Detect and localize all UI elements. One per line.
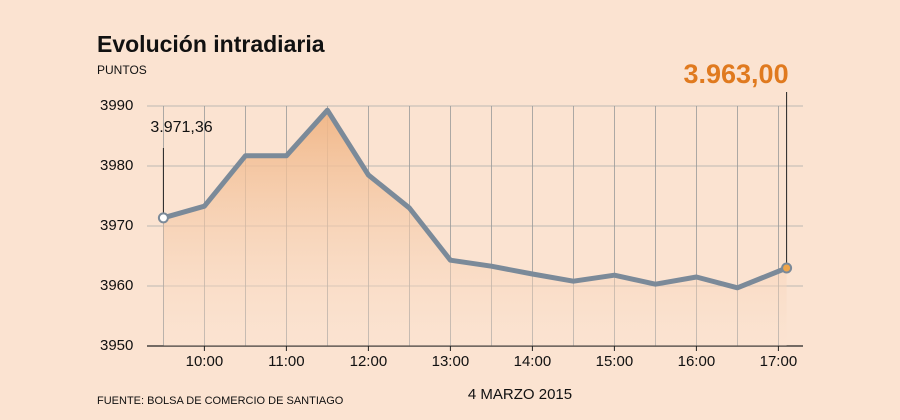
point — [781, 262, 793, 274]
subtitle: PUNTOS — [97, 63, 147, 77]
area — [163, 110, 787, 346]
y-tick-label: 3950 — [100, 337, 133, 354]
x-tick-label: 16:00 — [678, 353, 716, 370]
source: FUENTE: BOLSA DE COMERCIO DE SANTIAGO — [97, 395, 344, 407]
value-label: 3.971,36 — [150, 119, 212, 136]
x-tick-label: 15:00 — [596, 353, 634, 370]
y-tick-label: 3980 — [100, 157, 133, 174]
chart-title: Evolución intradiaria — [97, 31, 325, 57]
y-tick-label: 3970 — [100, 217, 133, 234]
x-tick-label: 17:00 — [760, 353, 798, 370]
x-tick-label: 13:00 — [432, 353, 470, 370]
y-tick-label: 3960 — [100, 277, 133, 294]
x-tick-label: 10:00 — [186, 353, 224, 370]
x-axis-label: 4 MARZO 2015 — [468, 386, 572, 403]
x-tick-label: 14:00 — [514, 353, 552, 370]
x-tick-label: 11:00 — [268, 353, 304, 370]
line — [162, 107, 788, 291]
point — [157, 212, 169, 224]
y-tick-label: 3990 — [100, 97, 133, 114]
value-label: 3.963,00 — [683, 59, 788, 89]
x-tick-label: 12:00 — [350, 353, 388, 370]
